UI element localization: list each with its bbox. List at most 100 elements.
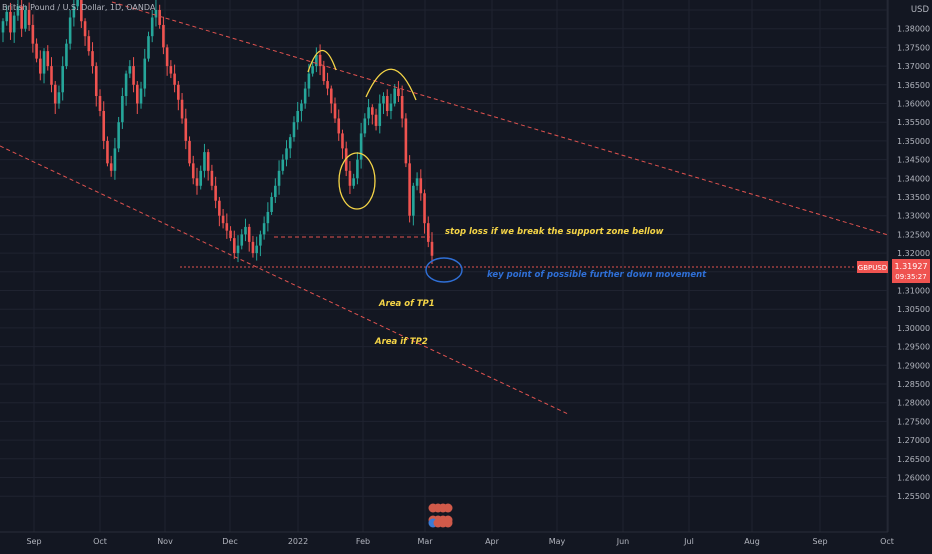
candle-body [352, 178, 355, 186]
candle-body [371, 107, 374, 115]
candle-body [16, 6, 20, 16]
candle-body [415, 178, 419, 186]
y-tick-label: 1.25500 [897, 492, 930, 501]
currency-label: USD [911, 5, 930, 15]
candle-body [344, 148, 348, 171]
y-tick-label: 1.33000 [897, 212, 930, 221]
candle [244, 218, 247, 242]
candle [262, 216, 266, 240]
candle [408, 155, 411, 223]
drawings: stop loss if we break the support zone b… [0, 1, 889, 415]
candle [102, 101, 106, 150]
candle-body [303, 88, 307, 104]
candle-body [326, 81, 329, 89]
candle-body [191, 163, 195, 179]
candle [404, 113, 408, 168]
candle [270, 192, 273, 215]
candle-body [281, 159, 285, 171]
candle-body [31, 24, 35, 44]
candle [35, 38, 38, 63]
candle [72, 0, 76, 27]
candle-body [329, 88, 333, 104]
candle [169, 60, 173, 79]
candle-body [76, 0, 79, 7]
candle-body [35, 43, 38, 59]
candle [5, 5, 9, 26]
candle [371, 104, 374, 125]
time-axis[interactable]: Sep Oct Nov Dec 2022 Feb Mar Apr May Jun Jul Aug Sep… [26, 537, 893, 546]
x-tick-label: 2022 [288, 537, 308, 546]
candle [356, 152, 359, 185]
candle [180, 93, 184, 124]
candle [87, 30, 91, 56]
candle-body [423, 193, 426, 224]
candle [65, 39, 68, 70]
candle [288, 134, 292, 159]
candle [251, 235, 255, 258]
candles [1, 0, 434, 264]
event-marker[interactable] [443, 503, 453, 513]
candle [57, 85, 61, 109]
candle [277, 160, 281, 195]
candle-body [307, 73, 311, 89]
chart-title: British Pound / U.S. Dollar, 1D, OANDA [2, 3, 156, 12]
candle-body [206, 152, 210, 171]
price-tag-box [892, 259, 930, 283]
candle [300, 99, 303, 122]
candle [184, 108, 188, 150]
candle-body [132, 66, 135, 85]
candle-body [251, 241, 255, 254]
candle-body [210, 170, 214, 186]
candle [76, 0, 79, 10]
candle-body [5, 11, 9, 22]
candle-body [102, 110, 106, 141]
candle-body [426, 223, 430, 242]
candle [214, 176, 217, 209]
candle-body [20, 6, 23, 29]
candle-body [42, 51, 46, 74]
candle [165, 44, 169, 76]
event-marker[interactable] [443, 518, 453, 528]
candle [39, 50, 42, 81]
price-tag-symbol-box [857, 261, 888, 273]
candle [389, 93, 393, 120]
x-tick-label: Sep [812, 537, 827, 546]
head-arc-left [307, 49, 337, 73]
candle [318, 44, 322, 76]
candle [378, 94, 382, 134]
candle-body [322, 66, 326, 82]
price-tag[interactable]: GBPUSD 1.31927 09:35:27 [857, 259, 930, 283]
candle-body [214, 185, 217, 201]
candle [68, 10, 72, 50]
candle-body [300, 103, 303, 111]
candle-body [337, 118, 341, 134]
candle [53, 81, 57, 114]
candle [206, 149, 210, 181]
candle-body [147, 36, 150, 59]
tp2-annotation: Area if TP2 [374, 337, 428, 347]
candle [426, 216, 430, 248]
candle [24, 5, 27, 32]
candle [367, 99, 370, 126]
candle [128, 60, 132, 79]
candle [31, 14, 35, 53]
candle [326, 72, 329, 96]
y-tick-label: 1.38000 [897, 25, 930, 34]
candle-body [318, 54, 322, 67]
y-tick-label: 1.26500 [897, 455, 930, 464]
event-markers[interactable] [428, 503, 453, 528]
candle-body [128, 66, 132, 74]
candle-body [150, 17, 154, 37]
y-tick-label: 1.27000 [897, 436, 930, 445]
candle [423, 189, 426, 234]
candle-body [356, 159, 359, 179]
x-tick-label: Sep [26, 537, 41, 546]
candle-body [367, 107, 370, 119]
candle [385, 89, 389, 117]
x-tick-label: Feb [356, 537, 370, 546]
candle-body [169, 66, 173, 74]
candle [1, 18, 5, 43]
candle-body [244, 226, 247, 235]
candle-body [348, 170, 352, 186]
